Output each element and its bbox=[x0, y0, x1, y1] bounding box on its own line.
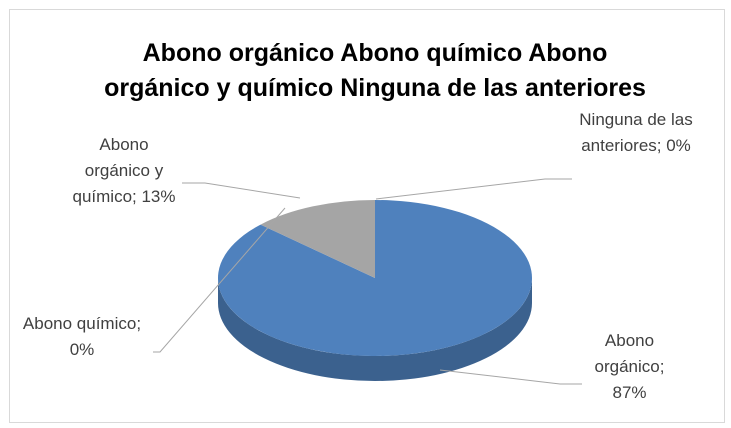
leader-line bbox=[153, 207, 286, 353]
data-label: Abono orgánico y químico; 13% bbox=[72, 135, 176, 206]
leader-line bbox=[182, 182, 301, 199]
pie-slice bbox=[260, 200, 375, 278]
leader-line bbox=[439, 369, 582, 385]
leader-lines bbox=[153, 178, 582, 385]
chart-frame bbox=[9, 9, 725, 423]
pie-slice bbox=[217, 200, 532, 356]
pie-side bbox=[218, 278, 532, 381]
chart-title: Abono orgánico Abono químico Abono orgán… bbox=[104, 39, 646, 102]
data-label: Abono químico; 0% bbox=[22, 314, 142, 359]
slices bbox=[217, 200, 532, 381]
data-label: Abono orgánico; 87% bbox=[594, 331, 665, 402]
leader-line bbox=[375, 178, 572, 200]
data-label: Ninguna de las anteriores; 0% bbox=[579, 110, 693, 155]
